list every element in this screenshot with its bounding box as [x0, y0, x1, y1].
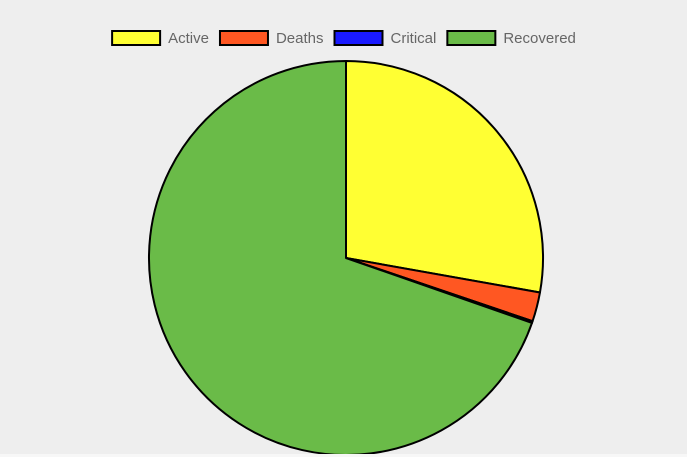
bottom-divider	[0, 454, 687, 457]
legend-swatch-recovered	[446, 30, 497, 46]
pie-slice-recovered[interactable]	[148, 60, 533, 456]
legend-item-critical[interactable]: Critical	[333, 30, 437, 47]
legend-swatch-deaths	[218, 30, 269, 46]
pie-slice-active[interactable]	[345, 60, 545, 294]
legend: Active Deaths Critical Recovered	[111, 30, 576, 47]
pie-slices	[148, 60, 545, 456]
legend-swatch-active	[111, 30, 162, 46]
legend-item-active[interactable]: Active	[111, 30, 209, 47]
legend-item-recovered[interactable]: Recovered	[446, 30, 576, 47]
legend-label-critical: Critical	[391, 30, 437, 47]
legend-label-deaths: Deaths	[276, 30, 324, 47]
legend-label-recovered: Recovered	[503, 30, 576, 47]
legend-item-deaths[interactable]: Deaths	[218, 30, 324, 47]
legend-label-active: Active	[168, 30, 209, 47]
legend-swatch-critical	[333, 30, 384, 46]
